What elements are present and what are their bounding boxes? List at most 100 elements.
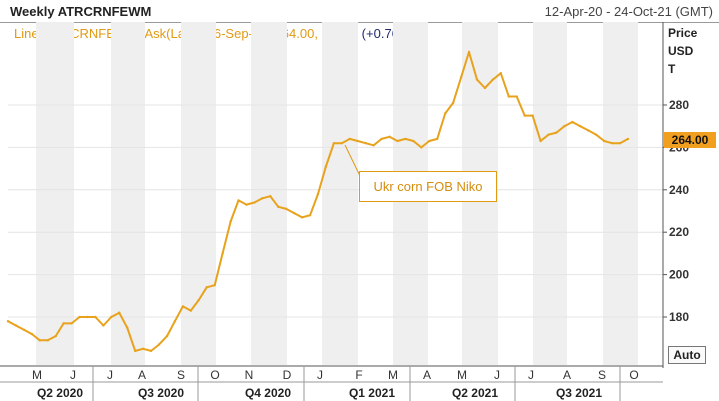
x-month-label: F <box>355 368 362 382</box>
month-band <box>603 22 638 365</box>
x-month-label: M <box>457 368 467 382</box>
price-point <box>547 133 550 136</box>
price-point <box>602 139 606 143</box>
month-band <box>322 22 358 365</box>
price-point <box>86 315 89 319</box>
y-tick-label: 240 <box>669 183 689 197</box>
price-point <box>491 78 495 81</box>
price-point <box>292 211 296 215</box>
y-tick-label: 180 <box>669 310 689 324</box>
x-month-label: M <box>32 368 42 382</box>
price-point <box>6 320 10 323</box>
price-point <box>539 139 542 143</box>
x-month-label: J <box>528 368 534 382</box>
price-point <box>157 343 161 346</box>
price-point <box>356 139 359 143</box>
series-info: Line, ATRCRNFEWM, Ask(Last), 26-Sep-21, … <box>14 26 318 41</box>
x-quarter-label: Q2 2020 <box>37 386 83 400</box>
price-point <box>38 339 41 342</box>
x-quarter-label: Q3 2020 <box>138 386 184 400</box>
x-month-label: J <box>107 368 113 382</box>
price-point <box>300 216 304 219</box>
price-point <box>78 315 81 319</box>
price-point <box>189 309 193 312</box>
price-point <box>324 165 328 168</box>
x-quarter-label: Q4 2020 <box>245 386 291 400</box>
x-month-label: J <box>70 368 76 382</box>
price-point <box>388 135 391 138</box>
price-point <box>269 194 272 198</box>
price-point <box>149 349 153 353</box>
price-point <box>253 201 256 204</box>
price-point <box>531 114 534 117</box>
x-month-label: D <box>283 368 292 382</box>
price-point <box>467 50 471 54</box>
month-band <box>181 22 216 365</box>
x-quarter-label: Q1 2021 <box>349 386 395 400</box>
price-point <box>571 120 574 124</box>
price-point <box>579 125 582 128</box>
price-point <box>173 320 177 323</box>
x-month-label: N <box>245 368 254 382</box>
price-point <box>610 141 614 145</box>
price-point <box>102 324 105 327</box>
price-point <box>22 328 26 331</box>
x-quarter-label: Q3 2021 <box>556 386 602 400</box>
price-point <box>70 322 73 325</box>
price-point <box>133 349 137 353</box>
x-month-label: S <box>177 368 185 382</box>
price-point <box>451 101 455 105</box>
price-point <box>428 139 431 143</box>
price-point <box>587 129 590 132</box>
price-point <box>126 326 129 329</box>
price-point <box>165 334 169 338</box>
x-month-label: A <box>563 368 571 382</box>
price-point <box>221 252 224 255</box>
month-band <box>111 22 145 365</box>
price-point <box>118 311 121 314</box>
annotation-box[interactable]: Ukr corn FOB Niko <box>359 171 497 202</box>
price-point <box>443 112 447 115</box>
price-point <box>213 284 216 287</box>
price-point <box>404 137 407 141</box>
month-band <box>251 22 287 365</box>
y-tick-label: 280 <box>669 98 689 112</box>
price-point <box>229 220 232 223</box>
price-point <box>141 347 145 350</box>
x-month-label: O <box>210 368 219 382</box>
auto-scale-button[interactable]: Auto <box>668 346 706 364</box>
price-point <box>364 141 367 145</box>
chart-title: Weekly ATRCRNFEWM <box>10 4 152 19</box>
price-point <box>94 315 97 319</box>
price-point <box>475 78 479 81</box>
price-point <box>396 139 399 143</box>
price-point <box>483 86 487 90</box>
axis-title-price: Price <box>668 26 698 40</box>
price-point <box>348 137 351 141</box>
x-month-label: S <box>598 368 606 382</box>
price-point <box>380 137 383 141</box>
date-range: 12-Apr-20 - 24-Oct-21 (GMT) <box>544 4 713 19</box>
price-point <box>181 305 185 308</box>
price-point <box>499 72 503 75</box>
price-point <box>277 205 280 208</box>
price-point <box>197 298 200 302</box>
price-point <box>340 141 344 145</box>
price-point <box>515 95 518 98</box>
month-band <box>36 22 74 365</box>
price-point <box>285 207 288 211</box>
price-point <box>372 144 375 147</box>
month-band <box>533 22 567 365</box>
price-point <box>459 76 463 79</box>
price-point <box>420 146 423 149</box>
price-point <box>308 214 312 217</box>
price-point <box>626 137 630 141</box>
x-month-label: J <box>494 368 500 382</box>
x-month-label: M <box>388 368 398 382</box>
price-point <box>14 324 18 327</box>
axis-title-usd: USD <box>668 44 694 58</box>
price-point <box>618 141 622 145</box>
x-quarter-label: Q2 2021 <box>452 386 498 400</box>
